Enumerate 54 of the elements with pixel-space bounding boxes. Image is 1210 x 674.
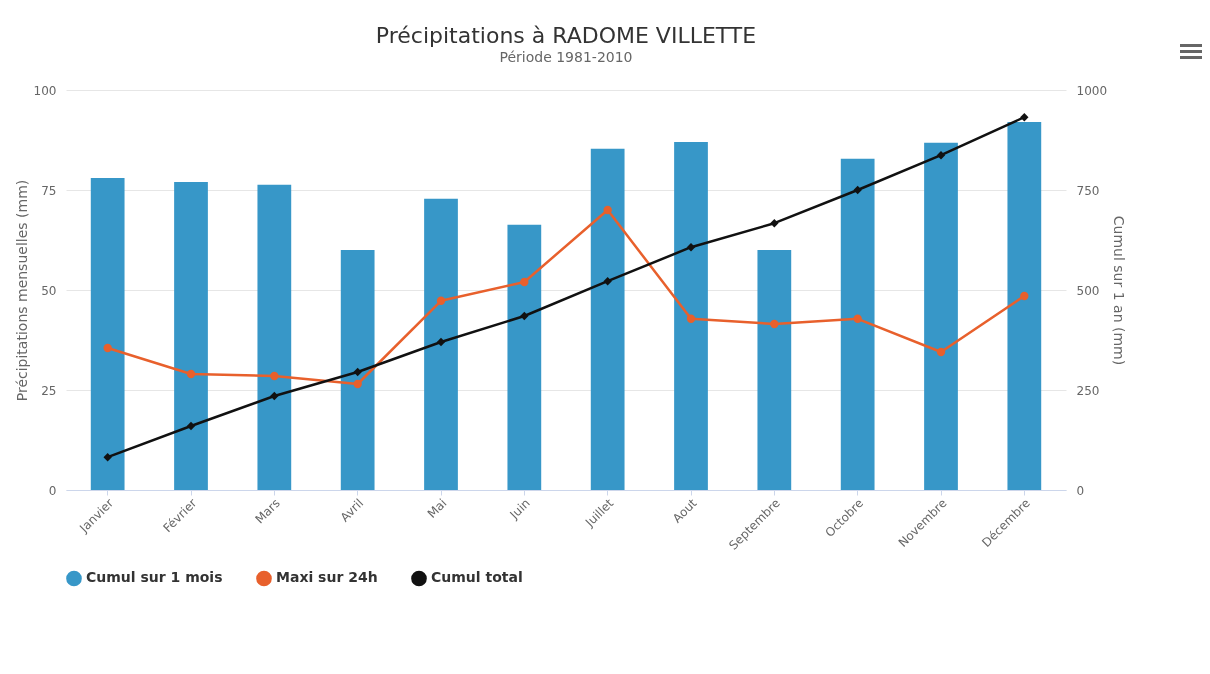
point [603,277,612,286]
point [103,343,112,353]
point [103,453,112,462]
bar [1007,122,1042,490]
legend-label: Cumul sur 1 mois [86,569,223,586]
point [936,347,946,357]
point [520,277,529,287]
y-tick-label: 100 [33,83,57,98]
bar [924,142,958,490]
y2-tick-label: 0 [1076,483,1085,498]
point [603,205,612,215]
point [686,314,696,323]
point [1020,113,1029,122]
y2-tick-label: 250 [1076,383,1100,398]
bar [840,158,875,490]
legend-label: Maxi sur 24h [276,569,378,586]
point [270,371,279,381]
point [853,185,862,195]
legend-label: Cumul total [431,569,523,586]
point [686,243,696,252]
bar [340,250,375,490]
bar [424,198,458,490]
x-tick-label: Mai [424,496,450,521]
y-axis-title: Précipitations mensuelles (mm) [13,179,30,402]
chart-subtitle: Période 1981-2010 [499,49,633,65]
point [270,391,279,401]
chart-title: Précipitations à RADOME VILLETTE [375,23,757,48]
point [186,369,196,379]
bar [507,224,542,490]
point [520,311,529,321]
bar [674,142,708,490]
y2-axis-title: Cumul sur 1 an (mm) [1111,215,1128,366]
point [770,319,779,329]
point [936,151,946,160]
point [1020,291,1029,301]
bar [90,178,125,490]
bar [174,182,208,490]
y2-tick-label: 750 [1076,183,1100,198]
point [853,314,862,323]
point [436,337,446,347]
point [186,421,196,431]
y-tick-label: 25 [41,383,57,398]
bar [757,250,792,490]
point [436,296,446,305]
y-tick-label: 50 [41,283,57,298]
y2-tick-label: 1000 [1076,83,1108,98]
bar [257,184,292,490]
point [353,367,362,377]
bar [590,148,625,490]
point [770,219,779,228]
y2-tick-label: 500 [1076,283,1100,298]
point [353,379,362,389]
y-tick-label: 0 [48,483,57,498]
y-tick-label: 75 [41,183,57,198]
